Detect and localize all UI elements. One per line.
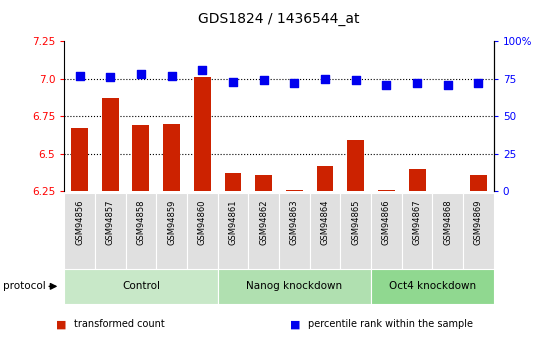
Bar xyxy=(408,169,426,191)
Bar xyxy=(126,193,156,269)
Bar xyxy=(316,166,334,191)
Bar xyxy=(224,174,242,191)
Point xyxy=(382,82,391,88)
Text: GSM94866: GSM94866 xyxy=(382,199,391,245)
Bar xyxy=(218,193,248,269)
Text: transformed count: transformed count xyxy=(74,319,165,329)
Text: GSM94869: GSM94869 xyxy=(474,199,483,245)
Text: GSM94860: GSM94860 xyxy=(198,199,207,245)
Text: ■: ■ xyxy=(290,319,301,329)
Point xyxy=(75,73,84,79)
Point xyxy=(320,76,329,82)
Bar xyxy=(218,269,371,304)
Text: GSM94859: GSM94859 xyxy=(167,199,176,245)
Text: GSM94868: GSM94868 xyxy=(443,199,453,245)
Bar xyxy=(463,193,494,269)
Text: GSM94861: GSM94861 xyxy=(228,199,238,245)
Bar xyxy=(132,126,150,191)
Text: Control: Control xyxy=(122,282,160,291)
Text: GSM94863: GSM94863 xyxy=(290,199,299,245)
Point xyxy=(136,72,145,77)
Point xyxy=(228,79,237,85)
Bar xyxy=(102,98,119,191)
Bar xyxy=(163,124,180,191)
Text: protocol: protocol xyxy=(3,282,46,291)
Bar xyxy=(310,193,340,269)
Point xyxy=(443,82,452,88)
Point xyxy=(474,81,483,86)
Bar xyxy=(286,190,303,191)
Bar xyxy=(402,193,432,269)
Text: GSM94864: GSM94864 xyxy=(320,199,330,245)
Bar xyxy=(248,193,279,269)
Text: GSM94856: GSM94856 xyxy=(75,199,84,245)
Text: GSM94858: GSM94858 xyxy=(136,199,146,245)
Bar xyxy=(194,77,211,191)
Bar xyxy=(187,193,218,269)
Bar xyxy=(470,175,487,191)
Bar xyxy=(279,193,310,269)
Point xyxy=(351,78,360,83)
Point xyxy=(259,78,268,83)
Bar xyxy=(432,193,463,269)
Point xyxy=(290,81,299,86)
Point xyxy=(198,67,206,73)
Bar xyxy=(255,175,272,191)
Bar xyxy=(347,140,364,191)
Text: GSM94857: GSM94857 xyxy=(105,199,115,245)
Text: ■: ■ xyxy=(56,319,66,329)
Text: GSM94865: GSM94865 xyxy=(351,199,360,245)
Bar xyxy=(95,193,126,269)
Bar xyxy=(371,269,494,304)
Bar xyxy=(156,193,187,269)
Text: percentile rank within the sample: percentile rank within the sample xyxy=(308,319,473,329)
Text: Oct4 knockdown: Oct4 knockdown xyxy=(389,282,476,291)
Text: GSM94862: GSM94862 xyxy=(259,199,268,245)
Bar xyxy=(378,190,395,191)
Bar xyxy=(64,269,218,304)
Text: GDS1824 / 1436544_at: GDS1824 / 1436544_at xyxy=(198,12,360,26)
Bar xyxy=(71,128,88,191)
Text: GSM94867: GSM94867 xyxy=(412,199,422,245)
Bar xyxy=(64,193,95,269)
Bar xyxy=(371,193,402,269)
Point xyxy=(105,75,115,80)
Point xyxy=(167,73,176,79)
Point xyxy=(412,81,421,86)
Bar xyxy=(340,193,371,269)
Text: Nanog knockdown: Nanog knockdown xyxy=(246,282,343,291)
